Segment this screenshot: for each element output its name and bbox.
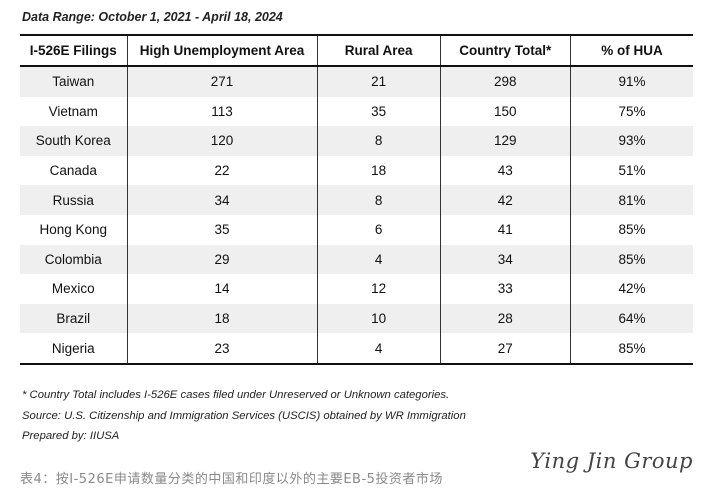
- table-row: South Korea 120 8 129 93%: [20, 126, 693, 156]
- total-cell: 129: [439, 126, 571, 156]
- table-notes: * Country Total includes I-526E cases fi…: [22, 385, 466, 447]
- country-cell: Hong Kong: [39, 222, 108, 238]
- header-filings: I-526E Filings: [20, 34, 127, 67]
- percent-cell: 51%: [569, 155, 693, 186]
- figure-caption: 表4：按I-526E申请数量分类的中国和印度以外的主要EB-5投资者市场: [20, 472, 443, 487]
- country-cell: Russia: [20, 185, 127, 215]
- rural-cell: 8: [316, 185, 441, 215]
- hua-cell: 120: [126, 126, 318, 156]
- percent-cell: 85%: [569, 244, 693, 275]
- table-row: Mexico 14 12 33 42%: [20, 274, 693, 304]
- country-cell: Brazil: [20, 303, 127, 334]
- total-cell: 42: [439, 185, 571, 215]
- rural-cell: 35: [316, 96, 441, 127]
- country-cell: Nigeria: [20, 333, 127, 365]
- total-cell: 150: [439, 96, 571, 127]
- percent-cell: 85%: [569, 214, 693, 245]
- table-row: Canada 22 18 43 51%: [20, 155, 693, 186]
- hua-cell: 34: [126, 185, 318, 215]
- hua-cell: 113: [126, 96, 318, 127]
- table-row: Nigeria 23 4 27 85%: [20, 333, 693, 365]
- total-cell: 34: [439, 244, 571, 275]
- brand-signature-logo: Ying Jin Group: [530, 449, 693, 473]
- total-cell: 41: [439, 214, 571, 245]
- source-text: Source: U.S. Citizenship and Immigration…: [22, 409, 466, 422]
- table-header-row: I-526E Filings High Unemployment Area Ru…: [20, 34, 693, 67]
- hua-cell: 18: [126, 303, 318, 334]
- table-row: Colombia 29 4 34 85%: [20, 244, 693, 275]
- total-cell: 27: [439, 333, 571, 365]
- total-cell: 33: [439, 274, 571, 304]
- header-rural-area: Rural Area: [316, 34, 441, 67]
- filings-table: I-526E Filings High Unemployment Area Ru…: [20, 34, 693, 365]
- header-high-unemployment-area: High Unemployment Area: [126, 34, 318, 67]
- table-row: Vietnam 113 35 150 75%: [20, 96, 693, 127]
- percent-cell: 93%: [569, 126, 693, 156]
- rural-cell: 10: [316, 303, 441, 334]
- date-range-label: Data Range: October 1, 2021 - April 18, …: [22, 10, 283, 24]
- hua-cell: 271: [126, 66, 318, 97]
- total-cell: 28: [439, 303, 571, 334]
- table-row: Taiwan 271 21 298 91%: [20, 66, 693, 97]
- hua-cell: 14: [126, 274, 318, 304]
- rural-cell: 4: [316, 244, 441, 275]
- header-country-total: Country Total*: [439, 34, 571, 67]
- hua-cell: 35: [126, 214, 318, 245]
- rural-cell: 21: [316, 66, 441, 97]
- rural-cell: 8: [316, 126, 441, 156]
- rural-cell: 6: [316, 214, 441, 245]
- table-body: Taiwan 271 21 298 91% Vietnam 113 35 150…: [20, 66, 693, 365]
- header-percent-hua: % of HUA: [569, 34, 693, 67]
- country-cell: Colombia: [20, 244, 127, 275]
- percent-cell: 75%: [569, 96, 693, 127]
- percent-cell: 42%: [569, 274, 693, 304]
- country-cell: Taiwan: [20, 66, 127, 97]
- table-row: Hong Kong 35 6 41 85%: [20, 214, 693, 245]
- percent-cell: 85%: [569, 333, 693, 365]
- hua-cell: 22: [126, 155, 318, 186]
- footnote-text: * Country Total includes I-526E cases fi…: [22, 389, 450, 401]
- percent-cell: 81%: [569, 185, 693, 215]
- country-cell: Mexico: [51, 281, 95, 297]
- percent-cell: 91%: [569, 66, 693, 97]
- country-cell: Canada: [49, 163, 97, 179]
- rural-cell: 12: [316, 274, 441, 304]
- table-row: Russia 34 8 42 81%: [20, 185, 693, 215]
- rural-cell: 4: [316, 333, 441, 365]
- country-cell: South Korea: [20, 126, 127, 156]
- country-cell: Vietnam: [48, 103, 98, 119]
- table-row: Brazil 18 10 28 64%: [20, 303, 693, 334]
- total-cell: 43: [439, 155, 571, 186]
- hua-cell: 29: [126, 244, 318, 275]
- percent-cell: 64%: [569, 303, 693, 334]
- prepared-by-text: Prepared by: IIUSA: [22, 430, 120, 442]
- hua-cell: 23: [126, 333, 318, 365]
- rural-cell: 18: [316, 155, 441, 186]
- total-cell: 298: [439, 66, 571, 97]
